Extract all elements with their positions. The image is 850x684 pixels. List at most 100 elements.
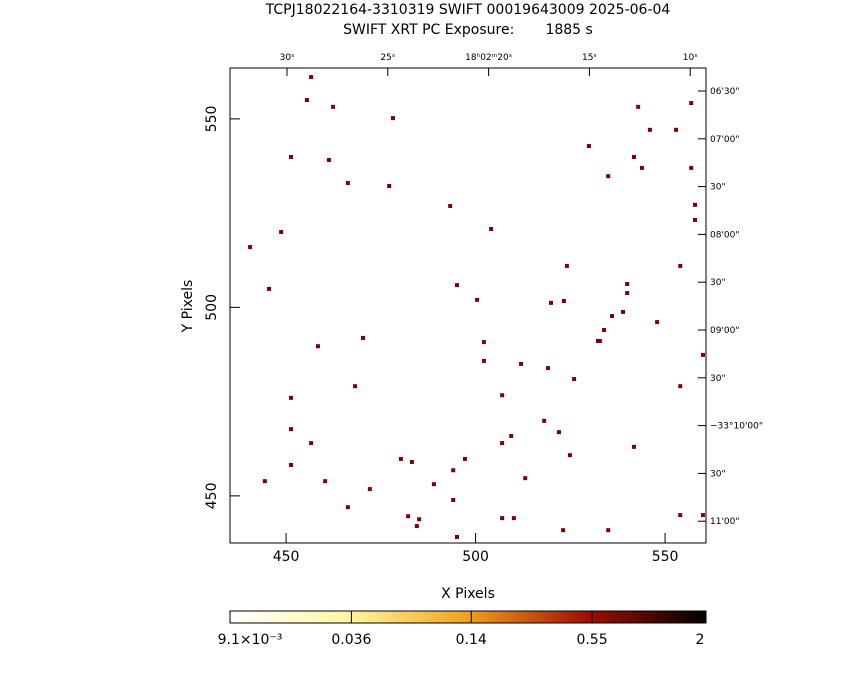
y-tick-label: 450 [204,483,220,510]
x-tick-label: 500 [462,549,489,565]
event-point [606,174,611,179]
chart-title: TCPJ18022164-3310319 SWIFT 00019643009 2… [265,2,671,18]
event-point [564,263,569,268]
plot-frame [229,67,707,544]
colorbar-tick-label: 0.14 [456,632,487,648]
event-point [693,217,698,222]
event-point [631,154,636,159]
event-point [489,226,494,231]
event-point [387,183,392,188]
event-point [523,476,528,481]
event-point [345,505,350,510]
x-tick-label: 450 [273,549,300,565]
event-point [309,75,314,80]
event-point [248,245,253,250]
event-point [500,393,505,398]
top-axis-label: 25ˢ [380,53,395,63]
y-tick-label: 500 [204,294,220,321]
event-point [567,453,572,458]
y-axis-label: Y Pixels [180,280,196,334]
right-axis-label: 30" [710,278,726,288]
event-point [689,165,694,170]
event-point [647,127,652,132]
event-point [481,340,486,345]
event-point [700,513,705,518]
event-point [398,456,403,461]
event-point [674,127,679,132]
event-point [462,456,467,461]
event-point [625,282,630,287]
event-point [406,514,411,519]
colorbar-tick-label: 9.1×10⁻³ [218,632,283,648]
event-point [655,320,660,325]
event-point [586,144,591,149]
event-point [500,441,505,446]
event-point [610,314,615,319]
top-axis-label: 30ˢ [280,53,295,63]
top-axis-label: 10ˢ [683,53,698,63]
event-point [693,202,698,207]
right-axis-label: 07'00" [710,135,740,145]
event-point [636,104,641,109]
event-point [500,516,505,521]
event-point [542,418,547,423]
event-point [678,513,683,518]
event-point [700,352,705,357]
x-axis-label: X Pixels [441,586,495,602]
event-point [455,283,460,288]
event-point [561,528,566,533]
event-point [556,430,561,435]
event-point [262,479,267,484]
event-point [361,335,366,340]
event-point [481,358,486,363]
right-axis-label: 09'00" [710,326,740,336]
event-point [519,361,524,366]
event-point [625,291,630,296]
event-point [326,157,331,162]
event-point [289,427,294,432]
event-point [353,384,358,389]
right-axis-label: 30" [710,374,726,384]
event-point [451,498,456,503]
event-point [511,516,516,521]
event-point [572,377,577,382]
event-point [639,165,644,170]
event-point [561,298,566,303]
event-point [678,263,683,268]
event-point [621,309,626,314]
colorbar-tick-label: 0.55 [576,632,607,648]
event-point [323,479,328,484]
event-point [289,395,294,400]
right-axis-label: 30" [710,469,726,479]
event-point [606,528,611,533]
colorbar [229,610,707,624]
event-point [545,366,550,371]
event-point [431,482,436,487]
event-point [414,524,419,529]
right-axis-label: 06'30" [710,87,740,97]
right-axis-label: 30" [710,183,726,193]
top-axis-label: 18ʰ02ᵐ20ˢ [465,53,512,63]
event-point [289,462,294,467]
right-axis-label: 11'00" [710,517,740,527]
event-point [602,328,607,333]
event-point [289,154,294,159]
top-axis-label: 15ˢ [582,53,597,63]
event-point [548,300,553,305]
event-point [631,444,636,449]
event-point [451,468,456,473]
event-point [367,487,372,492]
event-point [304,98,309,103]
event-point [309,441,314,446]
y-tick-label: 550 [204,106,220,133]
event-point [315,344,320,349]
colorbar-tick-label: 2 [696,632,705,648]
event-point [678,384,683,389]
event-point [345,180,350,185]
event-point [279,229,284,234]
event-point [689,101,694,106]
colorbar-tick-label: 0.036 [331,632,371,648]
event-point [455,534,460,539]
